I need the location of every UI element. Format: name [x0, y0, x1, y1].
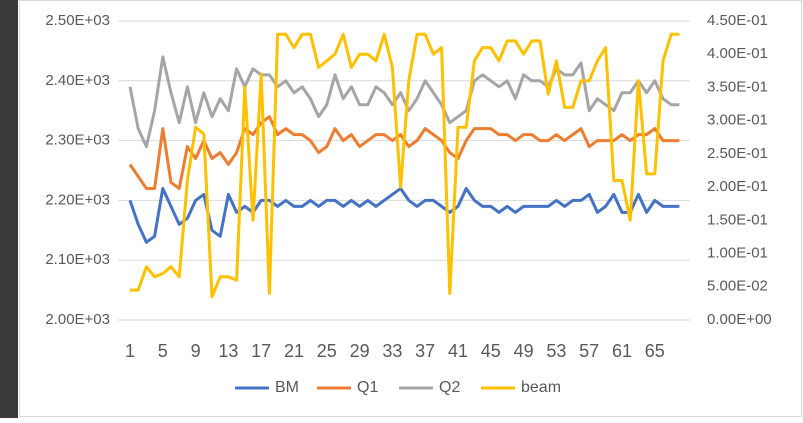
y-tick-label: 2.20E+03	[45, 191, 110, 208]
x-tick-label: 49	[514, 341, 534, 361]
y2-tick-label: 2.00E-01	[707, 178, 768, 195]
y2-tick-label: 1.00E-01	[707, 245, 768, 262]
y-tick-label: 2.50E+03	[45, 12, 110, 29]
x-tick-label: 1	[125, 341, 135, 361]
x-tick-label: 57	[579, 341, 599, 361]
x-tick-label: 37	[415, 341, 435, 361]
x-tick-label: 53	[546, 341, 566, 361]
y-tick-label: 2.00E+03	[45, 311, 110, 328]
page: {"chart_data": {"type": "line", "categor…	[0, 0, 803, 418]
y2-tick-label: 4.00E-01	[707, 45, 768, 62]
y2-tick-label: 3.00E-01	[707, 112, 768, 129]
chart: 2.00E+03 2.10E+03 2.20E+03 2.30E+03 2.40E+03…	[0, 0, 803, 418]
x-tick-label: 9	[191, 341, 201, 361]
x-tick-label: 41	[448, 341, 468, 361]
y2-tick-label: 2.50E-01	[707, 145, 768, 162]
legend-label: beam	[521, 379, 561, 396]
x-tick-label: 17	[251, 341, 271, 361]
x-tick-label: 65	[645, 341, 665, 361]
x-tick-label: 33	[382, 341, 402, 361]
background-photo-strip	[0, 0, 18, 418]
legend-label: Q2	[439, 379, 460, 396]
x-tick-label: 13	[218, 341, 238, 361]
y2-tick-label: 3.50E-01	[707, 78, 768, 95]
x-tick-label: 5	[158, 341, 168, 361]
y2-tick-label: 5.00E-02	[707, 278, 768, 295]
x-tick-label: 29	[350, 341, 370, 361]
y-tick-label: 2.30E+03	[45, 132, 110, 149]
y-tick-label: 2.10E+03	[45, 251, 110, 268]
y2-tick-label: 0.00E+00	[707, 311, 772, 328]
x-tick-label: 61	[612, 341, 632, 361]
y-tick-label: 2.40E+03	[45, 72, 110, 89]
y2-tick-label: 1.50E-01	[707, 211, 768, 228]
y2-tick-label: 4.50E-01	[707, 12, 768, 29]
x-tick-label: 45	[481, 341, 501, 361]
legend-label: Q1	[357, 379, 378, 396]
legend-label: BM	[275, 379, 299, 396]
x-tick-label: 25	[317, 341, 337, 361]
x-tick-label: 21	[284, 341, 304, 361]
